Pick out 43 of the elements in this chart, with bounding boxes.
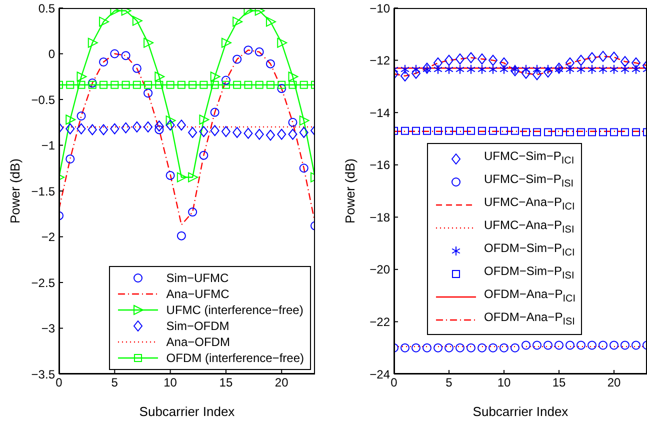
y-tick-label: 0.5 (38, 1, 56, 16)
x-axis-title: Subcarrier Index (472, 404, 569, 419)
y-axis-title: Power (dB) (342, 158, 358, 224)
x-tick-label: 20 (607, 376, 621, 390)
x-tick-label: 15 (552, 376, 566, 390)
y-tick-label: −24 (370, 367, 390, 382)
legend-label: UFMC−Ana−P$_{ISI}$ (484, 216, 574, 238)
legend-label: UFMC−Sim−P$_{ISI}$ (484, 170, 574, 192)
y-tick-label: −2.5 (31, 276, 56, 290)
y-tick-label: −10 (370, 1, 390, 16)
y-tick-label: 0 (48, 47, 56, 62)
y-tick-label: −20 (370, 262, 390, 277)
y-tick-label: −1 (41, 138, 56, 153)
y-axis-title: Power (dB) (7, 158, 22, 224)
legend-label: OFDM−Sim−P$_{ISI}$ (484, 262, 574, 284)
y-tick-label: −12 (370, 54, 390, 68)
legend-label: UFMC−Ana−P$_{ICI}$ (484, 194, 575, 214)
legend-label: OFDM−Ana−P$_{ISI}$ (484, 308, 575, 330)
legend-label: OFDM−Ana−P$_{ICI}$ (484, 286, 576, 306)
legend-label: UFMC (interference−free) (166, 302, 304, 318)
y-tick-label: −1.5 (31, 184, 56, 198)
y-tick-label: −14 (370, 106, 390, 120)
x-tick-label: 5 (111, 376, 118, 390)
y-tick-label: −2 (41, 230, 56, 244)
x-tick-label: 10 (497, 376, 511, 390)
legend-label: OFDM−Sim−P$_{ICI}$ (484, 240, 575, 260)
x-tick-label: 20 (274, 376, 289, 390)
legend-label: OFDM (interference−free) (166, 350, 304, 366)
x-axis-title: Subcarrier Index (139, 404, 236, 419)
y-tick-label: −3.5 (31, 367, 56, 382)
x-tick-label: 15 (219, 376, 233, 390)
legend-label: Sim−UFMC (166, 270, 229, 286)
y-tick-label: −22 (370, 314, 390, 329)
y-tick-label: −18 (370, 210, 390, 224)
legend-label: UFMC−Sim−P$_{ICI}$ (484, 148, 574, 168)
x-tick-label: 10 (164, 376, 178, 390)
y-tick-label: −3 (41, 322, 56, 336)
y-tick-label: −16 (370, 158, 390, 172)
legend-label: Sim−OFDM (166, 318, 230, 334)
x-tick-label: 5 (446, 376, 453, 390)
legend-label: Ana−UFMC (166, 286, 230, 302)
y-tick-label: −0.5 (31, 92, 56, 107)
legend-label: Ana−OFDM (166, 334, 230, 350)
